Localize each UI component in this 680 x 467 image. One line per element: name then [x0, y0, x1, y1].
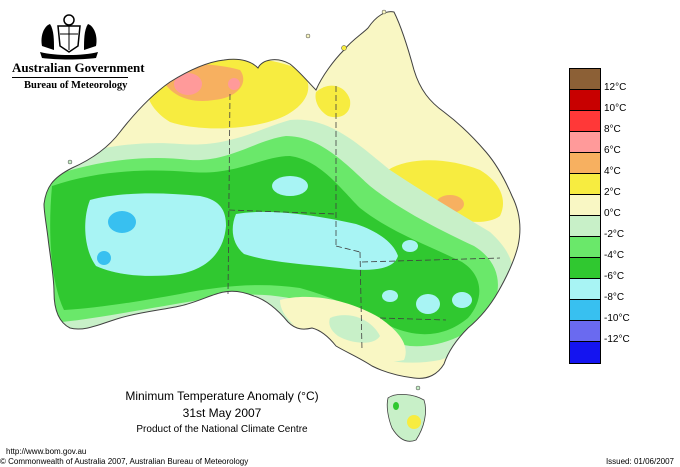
legend-label: 0°C: [604, 208, 621, 219]
legend-swatch: [570, 237, 600, 258]
legend-swatch: [570, 69, 600, 90]
org-name: Australian Government: [12, 60, 145, 75]
legend-label: 12°C: [604, 82, 627, 93]
legend-label: -4°C: [604, 250, 625, 261]
coat-of-arms-icon: [40, 14, 98, 60]
bom-url[interactable]: http://www.bom.gov.au: [6, 447, 87, 456]
legend-swatch: [570, 279, 600, 300]
legend-swatch: [570, 258, 600, 279]
legend-label: -2°C: [604, 229, 625, 240]
legend-label: 10°C: [604, 103, 627, 114]
legend-label: -6°C: [604, 271, 625, 282]
org-divider: [12, 77, 128, 78]
legend-label: 6°C: [604, 145, 621, 156]
map-date: 31st May 2007: [182, 406, 262, 420]
legend-label: 4°C: [604, 166, 621, 177]
map-producer: Product of the National Climate Centre: [136, 424, 308, 435]
legend-swatch: [570, 300, 600, 321]
legend-swatch: [570, 153, 600, 174]
tasmania: [386, 394, 426, 442]
legend-label: -12°C: [604, 334, 630, 345]
legend-label: -10°C: [604, 313, 630, 324]
legend-swatch: [570, 216, 600, 237]
legend-label: 2°C: [604, 187, 621, 198]
copyright-notice: © Commonwealth of Australia 2007, Austra…: [0, 457, 249, 466]
legend-label: 8°C: [604, 124, 621, 135]
legend-swatch: [570, 174, 600, 195]
color-legend: [569, 68, 601, 364]
legend-swatch: [570, 342, 600, 363]
map-title: Minimum Temperature Anomaly (°C): [125, 389, 319, 403]
legend-swatch: [570, 90, 600, 111]
legend-swatch: [570, 195, 600, 216]
legend-label: -8°C: [604, 292, 625, 303]
issued-date: Issued: 01/06/2007: [605, 457, 674, 466]
legend-swatch: [570, 132, 600, 153]
legend-swatch: [570, 321, 600, 342]
org-subtitle: Bureau of Meteorology: [24, 80, 128, 91]
legend-swatch: [570, 111, 600, 132]
